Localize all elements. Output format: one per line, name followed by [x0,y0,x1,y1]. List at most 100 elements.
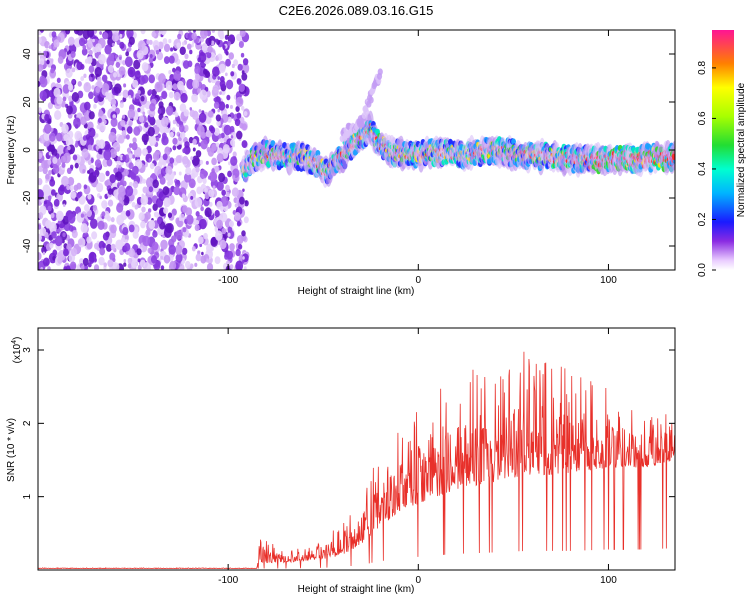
spectrogram-noise-blob [227,41,232,46]
spectrogram-noise-blob [39,58,45,66]
spectrogram-noise-blob [90,73,94,78]
spectrogram-noise-blob [163,254,171,264]
spectrogram-noise-blob [87,170,90,174]
spectrogram-noise-blob [203,232,208,240]
spectrogram-noise-blob [191,246,196,252]
spectrogram-noise-blob [219,91,222,95]
spectrogram-noise-blob [77,238,83,246]
spectrogram-noise-blob [126,147,132,154]
spectrogram-noise-blob [152,179,159,189]
spectrogram-noise-blob [150,255,158,264]
spectrogram-noise-blob [224,49,228,54]
spectrogram-noise-blob [216,153,224,163]
spectrogram-noise-blob [93,96,99,104]
spectrogram-noise-blob [115,172,119,178]
spectrogram-noise-blob [173,70,182,81]
spectrogram-noise-blob [203,68,208,75]
spectrogram-noise-blob [87,144,93,151]
spectrogram-noise-blob [140,30,146,35]
spectrogram-noise-blob [67,36,75,46]
spectrogram-noise-blob [182,155,189,165]
spectrogram-noise-blob [238,196,245,205]
spectrogram-noise-blob [213,97,217,102]
spectrogram-noise-blob [141,133,149,144]
spectrogram-noise-blob [211,30,216,33]
spectrogram-noise-blob [110,117,118,128]
spectrogram-noise-blob [112,262,120,270]
spectrogram-noise-blob [169,260,177,270]
spectrogram-noise-blob [238,41,244,48]
spectrogram-noise-blob [119,41,125,49]
spectrogram-noise-blob [118,66,126,76]
spectrogram-noise-blob [76,61,83,71]
spectrogram-noise-blob [116,214,124,226]
spectrogram-noise-blob [205,115,212,125]
spectrogram-noise-blob [218,172,226,183]
spectrogram-ytick-label: -20 [22,190,33,205]
spectrogram-noise-blob [206,51,212,59]
spectrogram-noise-blob [201,42,208,51]
spectrogram-noise-blob [84,204,90,212]
spectrogram-noise-blob [114,54,118,59]
spectrogram-noise-blob [52,156,58,164]
spectrogram-noise-blob [55,83,59,88]
spectrogram-noise-blob [225,184,230,192]
spectrogram-noise-blob [125,185,134,197]
spectrogram-noise-blob [86,30,95,38]
spectrogram-noise-blob [189,107,193,111]
spectrogram-noise-blob [78,37,86,47]
spectrogram-noise-blob [68,95,73,102]
spectrogram-noise-blob [83,184,88,190]
spectrogram-noise-blob [144,211,151,220]
spectrogram-noise-blob [93,103,97,109]
spectrogram-noise-blob [228,52,235,60]
spectrogram-noise-blob [97,53,106,65]
spectrogram-noise-blob [61,162,66,168]
spectrogram-noise-blob [198,112,207,123]
spectrogram-noise-blob [157,108,162,115]
spectrogram-noise-blob [215,56,219,62]
spectrogram-noise-blob [43,132,51,141]
spectrogram-noise-blob [188,136,194,144]
spectrogram-noise-blob [207,110,214,118]
spectrogram-noise-blob [190,195,194,200]
spectrogram-noise-blob [83,264,89,270]
spectrogram-noise-blob [69,164,74,170]
spectrogram-noise-blob [80,223,88,234]
spectrogram-noise-blob [95,139,101,146]
spectrogram-noise-blob [135,116,139,120]
spectrogram-noise-blob [95,133,99,138]
spectrogram-noise-blob [50,212,55,219]
spectrogram-noise-blob [186,214,194,225]
spectrogram-noise-blob [191,155,200,167]
spectrogram-noise-blob [55,132,63,142]
spectrogram-noise-blob [107,199,114,207]
spectrogram-noise-blob [169,131,174,138]
spectrogram-noise-blob [126,126,133,134]
spectrogram-noise-blob [159,176,166,185]
spectrogram-noise-blob [140,220,146,229]
colorbar-tick-label: 0.8 [697,61,708,75]
spectrogram-noise-blob [212,185,216,190]
spectrogram-noise-blob [148,39,153,45]
spectrogram-noise-blob [70,264,75,270]
spectrogram-noise-blob [99,31,103,35]
spectrogram-noise-blob [205,132,210,138]
spectrogram-noise-blob [71,92,80,102]
spectrogram-noise-blob [48,45,52,50]
spectrogram-noise-blob [110,217,115,223]
spectrogram-noise-blob [122,227,129,236]
spectrogram-noise-blob [140,195,149,206]
spectrogram-noise-blob [205,160,209,165]
spectrogram-noise-blob [157,218,162,225]
spectrogram-noise-blob [137,107,141,113]
snr-ylabel: SNR (10 * v/v) [6,418,17,482]
spectrogram-noise-blob [131,260,138,269]
spectrogram-noise-blob [242,253,249,263]
spectrogram-noise-blob [128,119,133,127]
spectrogram-noise-blob [225,58,231,67]
spectrogram-noise-blob [178,217,182,222]
spectrogram-noise-blob [80,265,85,270]
spectrogram-noise-blob [115,239,124,251]
spectrogram-noise-blob [51,31,57,38]
